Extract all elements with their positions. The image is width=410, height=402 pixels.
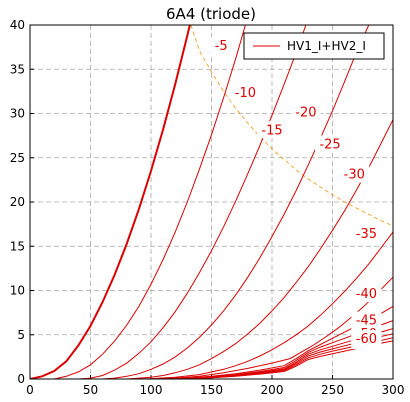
- curve-label-background: [351, 311, 382, 329]
- legend-label: HV1_I+HV2_I: [287, 39, 366, 53]
- series-line: [30, 25, 370, 379]
- y-tick-label: 10: [10, 284, 25, 298]
- curve-label-background: [290, 103, 321, 121]
- curve-label: -10: [235, 86, 256, 101]
- grid: [30, 25, 393, 379]
- curve-label-background: [339, 165, 370, 183]
- curve-label: -45: [356, 314, 377, 329]
- plot-frame: [29, 24, 394, 380]
- dissipation-curve: [190, 25, 393, 227]
- curve-label-background: [230, 84, 261, 102]
- curve-label: -5: [215, 39, 228, 54]
- y-tick-label: 35: [10, 62, 25, 76]
- series-line: [30, 119, 393, 379]
- chart-title: 6A4 (triode): [166, 5, 256, 23]
- x-tick-label: 0: [26, 383, 34, 397]
- x-tick-label: 100: [140, 383, 163, 397]
- curve-labels: -5-10-15-20-25-30-35-40-45-50-55-60: [210, 37, 382, 349]
- x-tick-label: 50: [83, 383, 98, 397]
- curve-label: -40: [356, 287, 377, 302]
- curve-label: -60: [356, 332, 377, 347]
- y-tick-label: 15: [10, 239, 25, 253]
- curve-label: -35: [356, 227, 377, 242]
- x-tick-label: 250: [321, 383, 344, 397]
- dissipation-line: [190, 25, 393, 227]
- x-tick-label: 150: [200, 383, 223, 397]
- curve-label-background: [351, 330, 382, 348]
- x-axis-ticks: 0 50 100 150 200 250 300: [26, 375, 404, 397]
- curve-label: -20: [295, 106, 316, 121]
- curve-label: -15: [261, 123, 282, 138]
- y-tick-label: 30: [10, 107, 25, 121]
- curve-label-background: [315, 135, 346, 153]
- curve-label-background: [351, 285, 382, 303]
- legend: HV1_I+HV2_I: [243, 32, 385, 60]
- y-tick-label: 25: [10, 151, 25, 165]
- x-tick-label: 200: [261, 383, 284, 397]
- x-tick-label: 300: [382, 383, 405, 397]
- y-tick-label: 0: [17, 372, 25, 386]
- curve-label: -25: [319, 137, 340, 152]
- series-line: [30, 25, 246, 379]
- y-axis-ticks: 0 5 10 15 20 25 30 35 40: [10, 18, 34, 386]
- curve-label-background: [257, 121, 287, 139]
- series-line: [30, 25, 191, 379]
- y-tick-label: 20: [10, 195, 25, 209]
- curve-label-background: [351, 224, 382, 242]
- series-line: [30, 231, 393, 379]
- curve-label: -30: [344, 168, 365, 183]
- y-tick-label: 40: [10, 18, 25, 32]
- curve-label-background: [210, 37, 233, 55]
- y-tick-label: 5: [17, 328, 25, 342]
